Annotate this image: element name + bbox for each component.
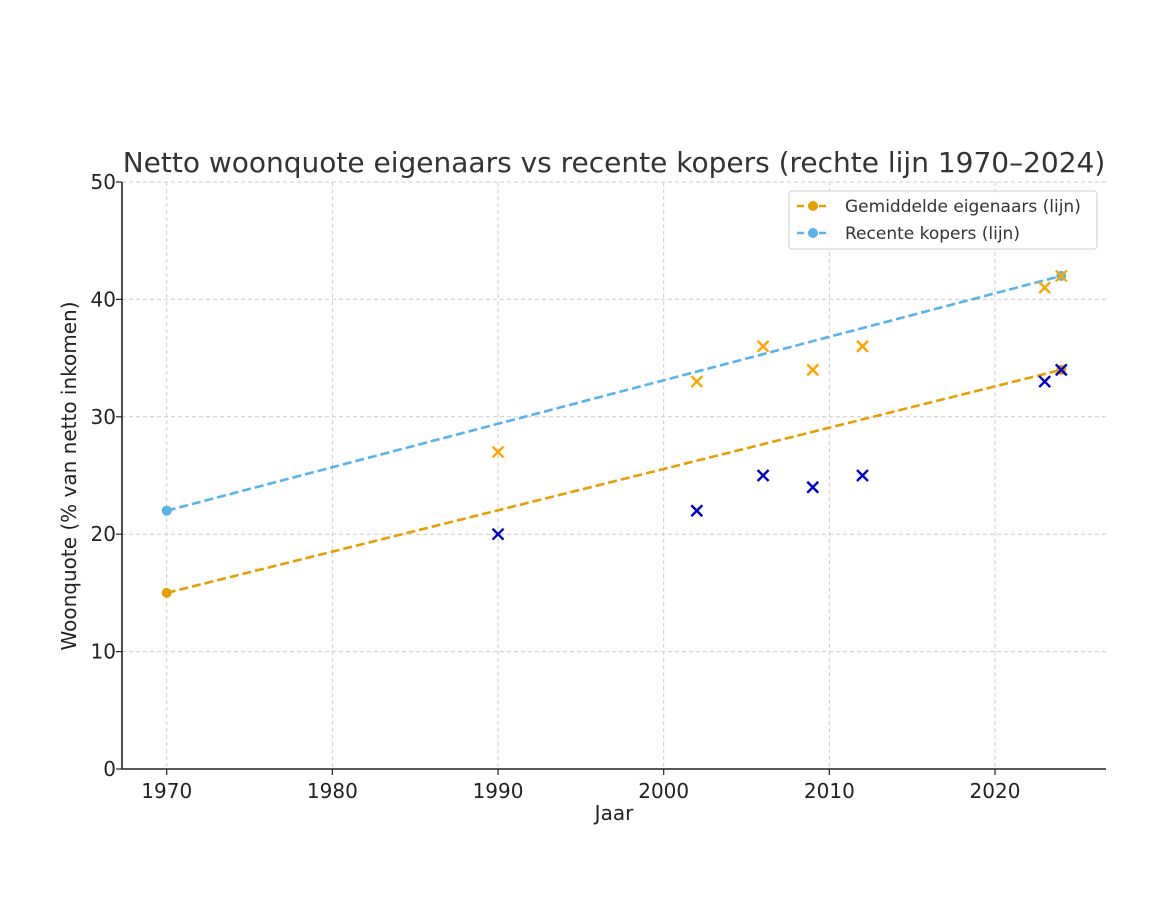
- series-line-1: [166, 274, 1062, 512]
- recente-kopers-punten-2024: [1054, 269, 1068, 283]
- axes: [121, 182, 1106, 770]
- recente-kopers-punten-2006: [756, 340, 770, 353]
- y-tick-label-10: 10: [91, 640, 116, 664]
- recente-kopers-punten-2023: [1038, 281, 1052, 295]
- legend-label-0: Gemiddelde eigenaars (lijn): [845, 197, 1081, 217]
- x-tick-label-1980: 1980: [307, 779, 358, 803]
- series-1-point-1970: [161, 505, 172, 516]
- scatter-points: [491, 269, 1068, 541]
- tick-labels: 1970 1980 1990 2000 2010 2020 0 10 20 30 40 50: [91, 170, 1021, 803]
- recente-kopers-punten-2002: [690, 375, 704, 388]
- recente-kopers-punten-2012: [856, 340, 869, 353]
- recente-kopers-punten-2009: [806, 363, 820, 377]
- y-tick-label-30: 30: [91, 405, 116, 429]
- recente-kopers-punten-1990: [491, 445, 505, 459]
- y-tick-label-40: 40: [91, 287, 116, 311]
- series-line-0: [166, 368, 1062, 595]
- x-tick-label-1970: 1970: [141, 779, 192, 803]
- eigenaars-punten-2012: [856, 469, 869, 482]
- y-axis-label: Woonquote (% van netto inkomen): [57, 301, 81, 650]
- x-tick-label-2020: 2020: [970, 779, 1021, 803]
- chart-title: Netto woonquote eigenaars vs recente kop…: [123, 146, 1106, 179]
- y-tick-label-20: 20: [91, 522, 116, 546]
- eigenaars-punten-1990: [491, 527, 505, 541]
- x-axis-label: Jaar: [593, 801, 634, 825]
- eigenaars-punten-2009: [806, 480, 820, 494]
- series-0-point-1970: [161, 587, 172, 598]
- eigenaars-punten-2024: [1054, 363, 1068, 377]
- eigenaars-punten-2002: [690, 504, 704, 518]
- legend-label-1: Recente kopers (lijn): [845, 224, 1020, 244]
- legend-item-0: Gemiddelde eigenaars (lijn): [797, 197, 1081, 217]
- x-tick-label-2010: 2010: [804, 779, 855, 803]
- x-tick-label-2000: 2000: [638, 779, 689, 803]
- eigenaars-punten-2023: [1038, 375, 1052, 388]
- y-tick-label-50: 50: [91, 170, 116, 194]
- legend: Gemiddelde eigenaars (lijn) Recente koper…: [788, 190, 1098, 250]
- y-tick-label-0: 0: [103, 757, 116, 781]
- eigenaars-punten-2006: [756, 469, 770, 482]
- x-tick-label-1990: 1990: [473, 779, 524, 803]
- legend-item-1: Recente kopers (lijn): [797, 224, 1020, 244]
- legend-box: [788, 190, 1098, 250]
